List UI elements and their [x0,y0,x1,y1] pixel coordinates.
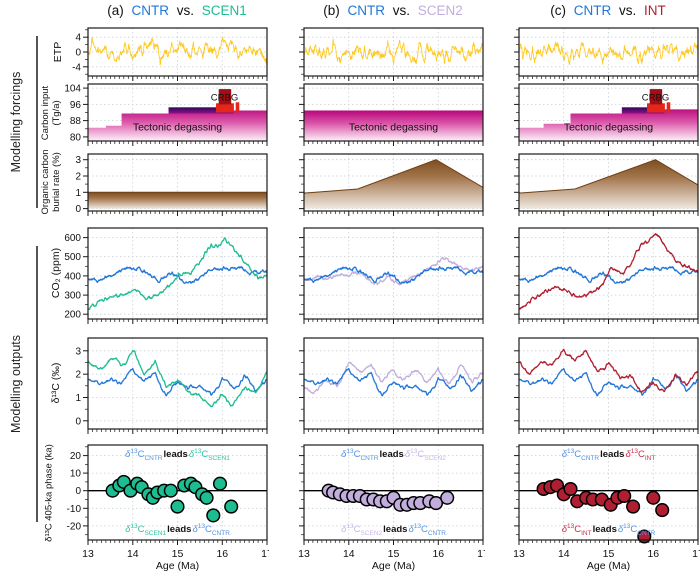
svg-text:13: 13 [82,548,94,560]
svg-text:600: 600 [64,233,81,244]
svg-text:104: 104 [64,84,81,95]
column-title-a: (a) CNTR vs. SCEN1 [67,3,287,18]
x-axis-title-b: Age (Ma) [371,560,416,572]
forcings-bracket-line [36,36,38,208]
svg-text:300: 300 [64,291,81,302]
panel-a-carbon-input: CRBG Tectonic degassing 104 96 88 80 [62,80,269,155]
svg-text:15: 15 [172,548,184,560]
svg-text:1: 1 [75,393,81,404]
column-title-c: (c) CNTR vs. INT [498,3,700,18]
title-vs: vs. [392,3,410,18]
svg-text:14: 14 [343,548,355,560]
panel-b-carbon-input: Tectonic degassing [278,80,485,155]
svg-text:16: 16 [432,548,444,560]
column-title-b: (b) CNTR vs. SCEN2 [283,3,503,18]
svg-text:3: 3 [75,346,81,357]
title-left-model: CNTR [131,3,169,18]
svg-text:-4: -4 [72,62,81,73]
lead-annotation-top-b: δ13CCNTRleadsδ13CSCEN2 [341,448,446,463]
svg-text:96: 96 [70,100,82,111]
svg-text:80: 80 [70,132,82,143]
svg-text:14: 14 [127,548,139,560]
title-index: (a) [107,3,124,18]
lead-annotation-bottom-a: δ13CSCEN1leadsδ13CCNTR [125,523,230,538]
svg-text:15: 15 [388,548,400,560]
lead-annotation-top-c: δ13CCNTRleadsδ13CINT [561,448,656,463]
svg-text:Tectonic degassing: Tectonic degassing [564,121,653,133]
panel-a-phase: 20 10 0 -10 -20 13 14 15 16 17 [62,441,269,566]
svg-text:400: 400 [64,271,81,282]
title-index: (c) [550,3,566,18]
x-axis-title-a: Age (Ma) [155,560,200,572]
x-axis-title-c: Age (Ma) [586,560,631,572]
panel-c-d13c [493,334,700,443]
panel-b-d13c [278,334,485,443]
svg-text:17: 17 [261,548,269,560]
lead-annotation-bottom-b: δ13CSCEN2leadsδ13CCNTR [341,523,446,538]
svg-text:-10: -10 [67,504,82,515]
svg-text:200: 200 [64,310,81,321]
panel-c-phase: 13 14 15 16 17 [493,441,700,566]
panel-b-phase: 13 14 15 16 17 [278,441,485,566]
svg-text:16: 16 [216,548,228,560]
panel-a-organic-burial: 3 2 1 0 [62,150,269,225]
svg-text:4: 4 [75,33,81,44]
svg-text:Tectonic degassing: Tectonic degassing [349,121,438,133]
title-vs: vs. [619,3,637,18]
svg-text:3: 3 [75,155,81,166]
panel-a-d13c: 3 2 1 0 [62,334,269,443]
panel-c-co2 [493,224,700,333]
panel-a-co2: 600 500 400 300 200 [62,224,269,333]
svg-text:20: 20 [70,451,82,462]
svg-text:Tectonic degassing: Tectonic degassing [133,121,222,133]
svg-text:2: 2 [75,172,81,183]
panel-b-co2 [278,224,485,333]
svg-text:17: 17 [477,548,485,560]
svg-text:1: 1 [75,188,81,199]
svg-text:0: 0 [75,416,81,427]
outputs-bracket-line [36,246,38,522]
panel-c-carbon-input: CRBG Tectonic degassing [493,80,700,155]
svg-text:-20: -20 [67,521,82,532]
svg-text:0: 0 [75,48,81,59]
svg-text:10: 10 [70,469,82,480]
panel-c-organic-burial [493,150,700,225]
title-index: (b) [323,3,340,18]
svg-text:0: 0 [75,486,81,497]
panel-a-etp: 4 0 -4 [62,24,269,90]
svg-text:0: 0 [75,204,81,215]
svg-text:88: 88 [70,116,82,127]
title-right-model: INT [644,3,666,18]
panel-b-organic-burial [278,150,485,225]
svg-text:500: 500 [64,252,81,263]
svg-text:15: 15 [603,548,615,560]
svg-text:17: 17 [692,548,700,560]
lead-annotation-top-a: δ13CCNTRleadsδ13CSCEN1 [125,448,230,463]
svg-text:CRBG: CRBG [642,93,669,104]
svg-text:14: 14 [558,548,570,560]
svg-text:13: 13 [513,548,525,560]
title-right-model: SCEN2 [417,3,463,18]
lead-annotation-bottom-c: δ13CINTleadsδ13CCNTR [561,523,656,538]
panel-c-etp [493,24,700,90]
svg-text:CRBG: CRBG [211,93,238,104]
svg-text:16: 16 [647,548,659,560]
svg-text:2: 2 [75,370,81,381]
title-left-model: CNTR [347,3,385,18]
panel-b-etp [278,24,485,90]
title-right-model: SCEN1 [201,3,247,18]
svg-text:13: 13 [298,548,310,560]
title-left-model: CNTR [573,3,612,18]
title-vs: vs. [176,3,194,18]
